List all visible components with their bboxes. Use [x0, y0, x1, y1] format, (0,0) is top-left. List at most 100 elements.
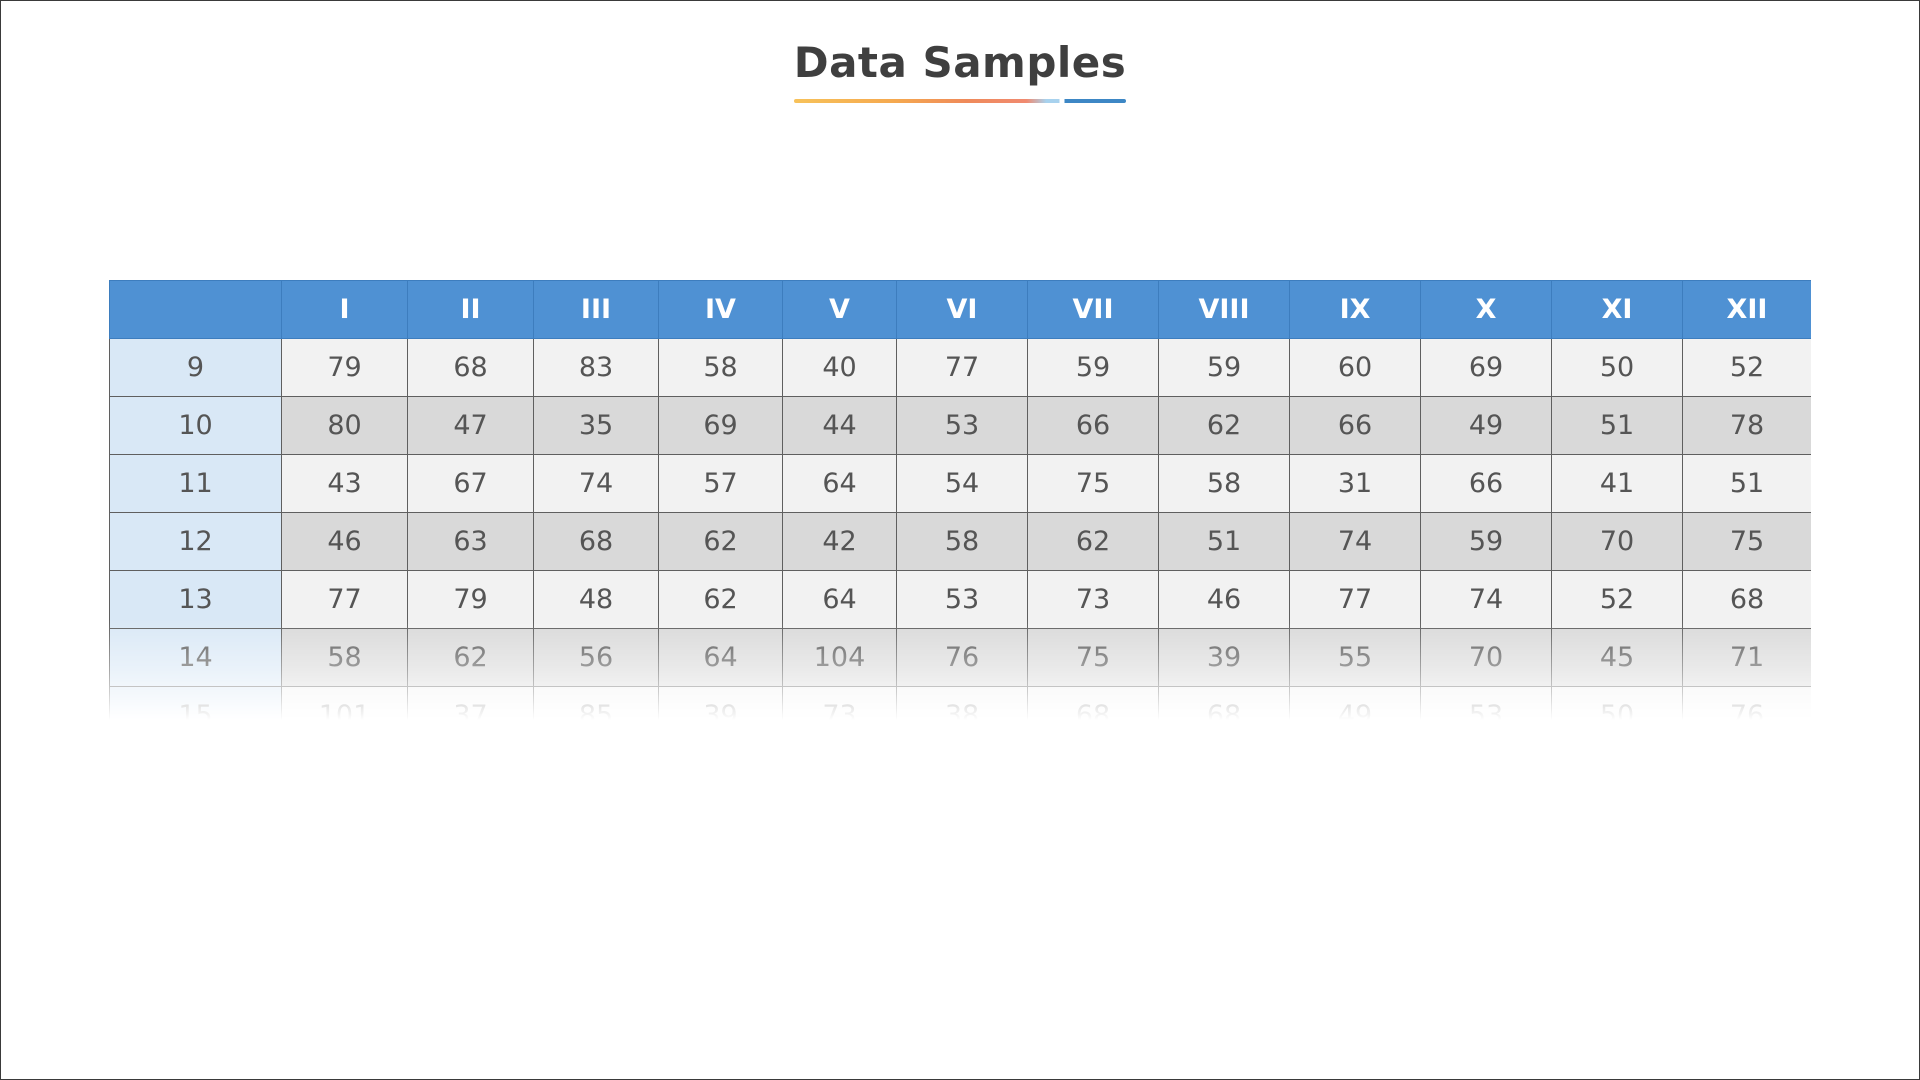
table-row: 12 46 63 68 62 42 58 62 51 74 59 70 75: [109, 512, 1811, 571]
row-header: 10: [109, 396, 282, 455]
table-cell: 45: [1551, 628, 1683, 687]
table-cell: 60: [1289, 338, 1421, 397]
column-header: X: [1420, 280, 1552, 339]
table-cell: 50: [1551, 686, 1683, 720]
column-header: XII: [1682, 280, 1811, 339]
table-cell: 70: [1420, 628, 1552, 687]
table-cell: 52: [1682, 338, 1811, 397]
table-cell: 59: [1420, 512, 1552, 571]
row-header: 15: [109, 686, 282, 720]
table-header-row: I II III IV V VI VII VIII IX X XI XII: [109, 280, 1811, 339]
table-cell: 77: [281, 570, 408, 629]
table-cell: 83: [533, 338, 659, 397]
table-cell: 53: [896, 396, 1028, 455]
table-cell: 63: [407, 512, 534, 571]
table-cell: 47: [407, 396, 534, 455]
table-cell: 58: [658, 338, 783, 397]
table-cell: 57: [658, 454, 783, 513]
table-cell: 64: [658, 628, 783, 687]
table-cell: 64: [782, 570, 897, 629]
table-cell: 74: [1289, 512, 1421, 571]
table-cell: 68: [1027, 686, 1159, 720]
table-cell: 51: [1682, 454, 1811, 513]
table-cell: 75: [1682, 512, 1811, 571]
table-cell: 75: [1027, 628, 1159, 687]
column-header: IV: [658, 280, 783, 339]
table-cell: 76: [896, 628, 1028, 687]
table-cell: 73: [1027, 570, 1159, 629]
column-header: V: [782, 280, 897, 339]
column-header: I: [281, 280, 408, 339]
table-cell: 58: [896, 512, 1028, 571]
table-cell: 78: [1682, 396, 1811, 455]
table-cell: 77: [1289, 570, 1421, 629]
table-cell: 49: [1420, 396, 1552, 455]
page-title-text: Data Samples: [793, 38, 1127, 87]
row-header: 14: [109, 628, 282, 687]
table-cell: 62: [658, 512, 783, 571]
table-row: 13 77 79 48 62 64 53 73 46 77 74 52 68: [109, 570, 1811, 629]
table-cell: 46: [281, 512, 408, 571]
row-header: 13: [109, 570, 282, 629]
table-cell: 79: [281, 338, 408, 397]
table-corner-cell: [109, 280, 282, 339]
table-cell: 41: [1551, 454, 1683, 513]
table-cell: 62: [407, 628, 534, 687]
column-header: VII: [1027, 280, 1159, 339]
table-cell: 62: [1027, 512, 1159, 571]
table-row: 15 101 37 85 39 73 38 68 68 49 53 50 76: [109, 686, 1811, 720]
table-cell: 68: [1158, 686, 1290, 720]
table-cell: 37: [407, 686, 534, 720]
table-cell: 51: [1158, 512, 1290, 571]
table-cell: 85: [533, 686, 659, 720]
table-cell: 64: [782, 454, 897, 513]
table-cell: 71: [1682, 628, 1811, 687]
table-cell: 73: [782, 686, 897, 720]
table-row: 9 79 68 83 58 40 77 59 59 60 69 50 52: [109, 338, 1811, 397]
table-cell: 46: [1158, 570, 1290, 629]
table-cell: 49: [1289, 686, 1421, 720]
table-cell: 77: [896, 338, 1028, 397]
table-cell: 52: [1551, 570, 1683, 629]
table-cell: 39: [658, 686, 783, 720]
table-cell: 70: [1551, 512, 1683, 571]
table-cell: 53: [896, 570, 1028, 629]
table-cell: 44: [782, 396, 897, 455]
page-title: Data Samples: [793, 38, 1127, 103]
table-cell: 62: [658, 570, 783, 629]
table-cell: 66: [1420, 454, 1552, 513]
title-underline: [793, 99, 1127, 103]
table-cell: 74: [1420, 570, 1552, 629]
table-cell: 40: [782, 338, 897, 397]
table-row: 14 58 62 56 64 104 76 75 39 55 70 45 71: [109, 628, 1811, 687]
table-cell: 31: [1289, 454, 1421, 513]
column-header: VI: [896, 280, 1028, 339]
table-cell: 80: [281, 396, 408, 455]
table-row: 10 80 47 35 69 44 53 66 62 66 49 51 78: [109, 396, 1811, 455]
table-cell: 42: [782, 512, 897, 571]
table-cell: 101: [281, 686, 408, 720]
table-cell: 79: [407, 570, 534, 629]
table-cell: 56: [533, 628, 659, 687]
table-cell: 68: [407, 338, 534, 397]
table-cell: 53: [1420, 686, 1552, 720]
table-cell: 76: [1682, 686, 1811, 720]
table-cell: 38: [896, 686, 1028, 720]
column-header: II: [407, 280, 534, 339]
table-cell: 74: [533, 454, 659, 513]
table-cell: 62: [1158, 396, 1290, 455]
table-cell: 68: [1682, 570, 1811, 629]
table-cell: 39: [1158, 628, 1290, 687]
column-header: IX: [1289, 280, 1421, 339]
table-cell: 59: [1027, 338, 1159, 397]
table-row: 11 43 67 74 57 64 54 75 58 31 66 41 51: [109, 454, 1811, 513]
table-cell: 67: [407, 454, 534, 513]
row-header: 12: [109, 512, 282, 571]
table-cell: 35: [533, 396, 659, 455]
column-header: VIII: [1158, 280, 1290, 339]
table-cell: 66: [1027, 396, 1159, 455]
table-cell: 54: [896, 454, 1028, 513]
table-cell: 51: [1551, 396, 1683, 455]
